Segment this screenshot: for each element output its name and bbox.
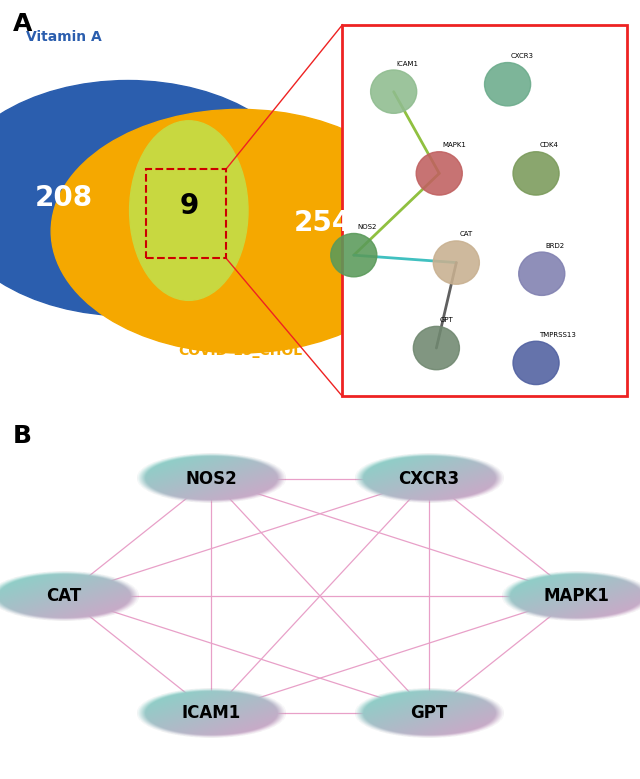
Ellipse shape xyxy=(331,234,377,277)
Bar xyxy=(342,25,627,397)
Text: CDK4: CDK4 xyxy=(540,143,558,148)
Text: MAPK1: MAPK1 xyxy=(543,587,609,605)
Text: GPT: GPT xyxy=(410,704,447,722)
Text: BRD2: BRD2 xyxy=(545,242,564,249)
Ellipse shape xyxy=(129,121,248,301)
Text: CXCR3: CXCR3 xyxy=(398,470,460,488)
Text: B: B xyxy=(13,424,32,448)
Text: MAPK1: MAPK1 xyxy=(442,143,467,148)
Ellipse shape xyxy=(484,62,531,106)
Ellipse shape xyxy=(513,341,559,385)
Circle shape xyxy=(51,109,429,353)
Ellipse shape xyxy=(371,70,417,113)
Text: CAT: CAT xyxy=(460,231,473,238)
Text: TMPRSS13: TMPRSS13 xyxy=(540,332,576,338)
Text: CXCR3: CXCR3 xyxy=(511,53,534,59)
Ellipse shape xyxy=(433,241,479,284)
Text: GPT: GPT xyxy=(440,317,453,323)
Text: 254: 254 xyxy=(294,209,353,237)
Ellipse shape xyxy=(416,152,462,195)
Text: ICAM1: ICAM1 xyxy=(397,61,419,66)
Text: COVID-19_CHOL: COVID-19_CHOL xyxy=(178,344,302,358)
Text: A: A xyxy=(13,12,32,37)
Text: NOS2: NOS2 xyxy=(186,470,237,488)
Text: ICAM1: ICAM1 xyxy=(182,704,241,722)
Text: 9: 9 xyxy=(179,192,198,220)
Ellipse shape xyxy=(413,326,460,370)
Ellipse shape xyxy=(519,252,564,295)
Text: Vitamin A: Vitamin A xyxy=(26,30,102,44)
Ellipse shape xyxy=(513,152,559,195)
Circle shape xyxy=(0,80,310,315)
Text: 208: 208 xyxy=(35,184,93,212)
Text: NOS2: NOS2 xyxy=(357,224,376,230)
Bar xyxy=(146,169,226,258)
Ellipse shape xyxy=(128,120,250,301)
Text: CAT: CAT xyxy=(46,587,82,605)
